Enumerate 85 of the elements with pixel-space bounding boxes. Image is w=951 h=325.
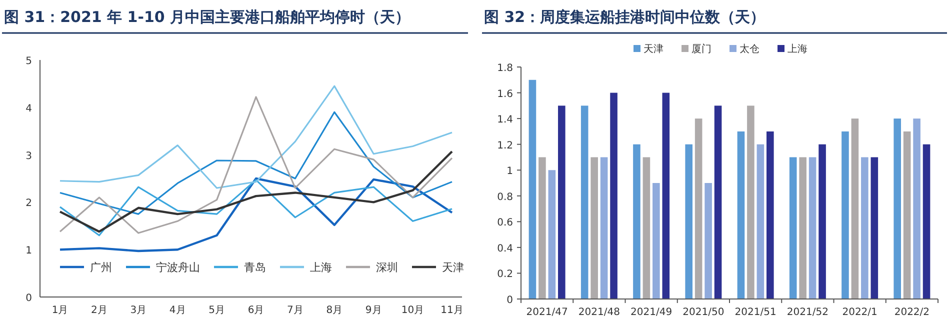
bar [922, 144, 930, 299]
bar [789, 157, 797, 299]
bar [851, 118, 859, 299]
y-tick-label: 1.6 [497, 88, 513, 100]
y-tick-label: 0.2 [497, 269, 513, 280]
bar [580, 106, 588, 299]
x-tick-label: 6月 [248, 305, 264, 316]
y-tick-label: 1.2 [497, 140, 513, 152]
x-tick-label: 5月 [208, 305, 225, 316]
legend-label: 天津 [644, 43, 664, 55]
x-tick-label: 8月 [326, 305, 343, 316]
bar [694, 118, 702, 299]
bar [528, 80, 536, 299]
legend-label: 上海 [310, 261, 332, 274]
bar [642, 157, 650, 299]
bar [548, 170, 556, 299]
x-tick-label: 2021/47 [526, 307, 568, 318]
chart-title: 图 31：2021 年 1-10 月中国主要港口船舶平均停时（天） [4, 8, 410, 26]
y-tick-label: 1 [506, 166, 513, 178]
y-tick-label: 0.8 [497, 192, 513, 203]
bar [652, 183, 660, 299]
bar [704, 183, 712, 299]
x-tick-label: 2021/51 [734, 307, 776, 318]
x-tick-label: 2021/48 [578, 307, 620, 318]
line-series [59, 179, 453, 236]
bar [808, 157, 816, 299]
legend-label: 宁波舟山 [156, 261, 200, 274]
x-tick-label: 4月 [169, 305, 186, 316]
y-tick-label: 1.4 [497, 114, 513, 126]
bar [610, 92, 618, 299]
bar [558, 106, 566, 299]
line-series [59, 96, 453, 234]
chart-title: 图 32：周度集运船挂港时间中位数（天） [484, 8, 766, 26]
bar [737, 131, 745, 299]
line-series [59, 111, 453, 215]
x-tick-label: 2021/52 [786, 307, 828, 318]
x-tick-label: 2022/2 [894, 307, 930, 318]
x-tick-label: 11月 [440, 305, 464, 316]
bar [799, 157, 806, 299]
x-tick-label: 9月 [365, 305, 382, 316]
bar [538, 157, 546, 299]
x-tick-label: 2021/50 [682, 307, 724, 318]
bar [714, 106, 722, 299]
y-tick-label: 0.4 [497, 243, 513, 254]
bar [842, 131, 849, 299]
bar [747, 106, 754, 299]
y-tick-label: 0 [506, 295, 513, 306]
y-tick-label: 4 [26, 103, 32, 114]
y-tick-label: 5 [26, 56, 32, 67]
y-tick-label: 3 [26, 150, 32, 162]
legend-label: 太仓 [740, 43, 760, 55]
legend-label: 天津 [442, 261, 464, 274]
legend-label: 上海 [788, 43, 808, 55]
bar [894, 118, 901, 299]
line-series [59, 85, 453, 189]
bar [685, 144, 692, 299]
x-tick-label: 3月 [130, 305, 147, 316]
bar [861, 157, 868, 299]
bar [818, 144, 826, 299]
line-series [58, 150, 454, 233]
legend-label: 厦门 [692, 43, 712, 55]
x-tick-label: 10月 [401, 305, 424, 316]
x-tick-label: 7月 [287, 305, 304, 316]
y-tick-label: 2 [26, 198, 32, 210]
bar [913, 118, 920, 299]
line-series [58, 177, 454, 252]
bar [662, 92, 670, 299]
x-tick-label: 2月 [91, 305, 108, 316]
bar [756, 144, 764, 299]
bar [766, 131, 774, 299]
x-tick-label: 1月 [52, 305, 68, 316]
bar [590, 157, 598, 299]
bar [903, 131, 911, 299]
y-tick-label: 0 [26, 293, 32, 304]
x-tick-label: 2022/1 [842, 307, 878, 318]
legend-label: 深圳 [376, 261, 398, 274]
legend-label: 广州 [90, 261, 112, 274]
bar [600, 157, 608, 299]
y-tick-label: 0.6 [497, 218, 513, 229]
bar [870, 157, 878, 299]
legend-label: 青岛 [244, 261, 266, 274]
x-tick-label: 2021/49 [630, 307, 672, 318]
y-tick-label: 1 [26, 246, 32, 257]
y-tick-label: 1.8 [497, 63, 513, 74]
bar [633, 144, 640, 299]
